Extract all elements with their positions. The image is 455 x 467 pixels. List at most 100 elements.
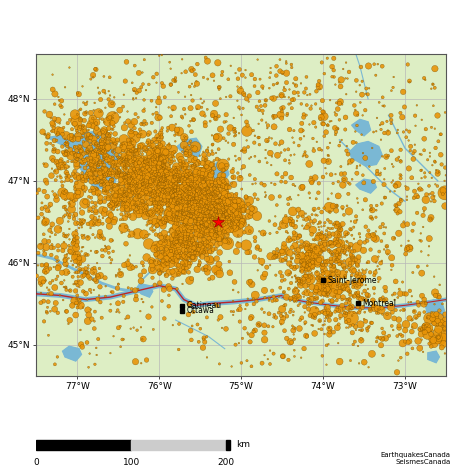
Point xyxy=(195,219,202,226)
Point xyxy=(313,287,320,294)
Point xyxy=(300,225,308,232)
Point xyxy=(124,152,131,160)
Point xyxy=(178,264,185,272)
Point xyxy=(146,166,153,173)
Point xyxy=(186,238,193,245)
Point xyxy=(140,262,147,269)
Point xyxy=(223,183,231,190)
Point xyxy=(290,294,298,302)
Point xyxy=(235,212,242,220)
Point xyxy=(176,210,183,218)
Point xyxy=(176,237,183,245)
Point xyxy=(165,303,172,310)
Point xyxy=(366,269,374,276)
Point xyxy=(204,226,212,234)
Point xyxy=(207,182,214,190)
Point xyxy=(320,279,327,287)
Point xyxy=(398,172,405,179)
Point xyxy=(166,210,173,218)
Point xyxy=(436,281,443,289)
Point xyxy=(276,193,283,200)
Point xyxy=(148,97,155,105)
Point xyxy=(403,134,410,141)
Point xyxy=(343,59,350,66)
Point xyxy=(151,200,158,207)
Point xyxy=(172,191,180,198)
Point xyxy=(298,210,305,217)
Point xyxy=(232,213,239,220)
Point xyxy=(212,216,220,223)
Point xyxy=(374,334,381,342)
Point xyxy=(181,188,188,195)
Point xyxy=(375,248,383,255)
Point xyxy=(346,298,353,306)
Point xyxy=(101,146,108,153)
Point xyxy=(288,279,295,287)
Point xyxy=(203,224,211,232)
Point xyxy=(379,293,387,301)
Point xyxy=(217,126,224,133)
Point xyxy=(106,202,113,209)
Point xyxy=(224,230,232,238)
Point xyxy=(155,198,162,206)
Point xyxy=(164,246,172,253)
Point xyxy=(187,198,194,206)
Point xyxy=(290,236,297,244)
Point xyxy=(282,156,289,164)
Point xyxy=(175,271,182,278)
Point xyxy=(351,279,359,287)
Point xyxy=(82,100,90,108)
Point xyxy=(97,137,104,145)
Point xyxy=(257,247,264,254)
Point xyxy=(89,115,96,123)
Point xyxy=(228,219,235,227)
Point xyxy=(178,215,185,223)
Point xyxy=(185,210,192,218)
Point xyxy=(405,128,413,135)
Point xyxy=(391,296,398,304)
Point xyxy=(133,182,140,189)
Point xyxy=(143,254,150,261)
Point xyxy=(368,202,375,210)
Point xyxy=(167,214,174,222)
Point xyxy=(126,150,134,157)
Point xyxy=(379,311,386,318)
Point xyxy=(270,254,278,262)
Point xyxy=(75,277,82,284)
Point xyxy=(212,191,220,198)
Point xyxy=(321,330,328,338)
Point xyxy=(95,110,102,117)
Point xyxy=(187,228,194,236)
Point xyxy=(157,188,165,196)
Point xyxy=(278,277,285,284)
Point xyxy=(326,118,334,125)
Point xyxy=(413,101,420,109)
Point xyxy=(43,267,50,274)
Point xyxy=(201,171,208,179)
Point xyxy=(102,283,109,290)
Point xyxy=(183,205,190,213)
Point xyxy=(308,258,316,266)
Point xyxy=(354,282,361,289)
Point xyxy=(236,66,243,73)
Point xyxy=(108,256,115,263)
Point xyxy=(197,169,204,176)
Point xyxy=(223,192,231,199)
Point xyxy=(172,78,179,85)
Point xyxy=(417,230,425,237)
Point xyxy=(332,237,339,244)
Point xyxy=(224,227,231,235)
Point xyxy=(189,195,197,202)
Point xyxy=(160,198,167,206)
Point xyxy=(263,263,270,271)
Point xyxy=(175,240,182,247)
Point xyxy=(233,190,240,198)
Point xyxy=(312,313,319,320)
Point xyxy=(223,204,230,212)
Point xyxy=(87,135,95,142)
Point xyxy=(354,216,361,224)
Point xyxy=(202,119,209,127)
Point xyxy=(298,238,305,245)
Point xyxy=(326,225,334,233)
Point xyxy=(200,235,207,243)
